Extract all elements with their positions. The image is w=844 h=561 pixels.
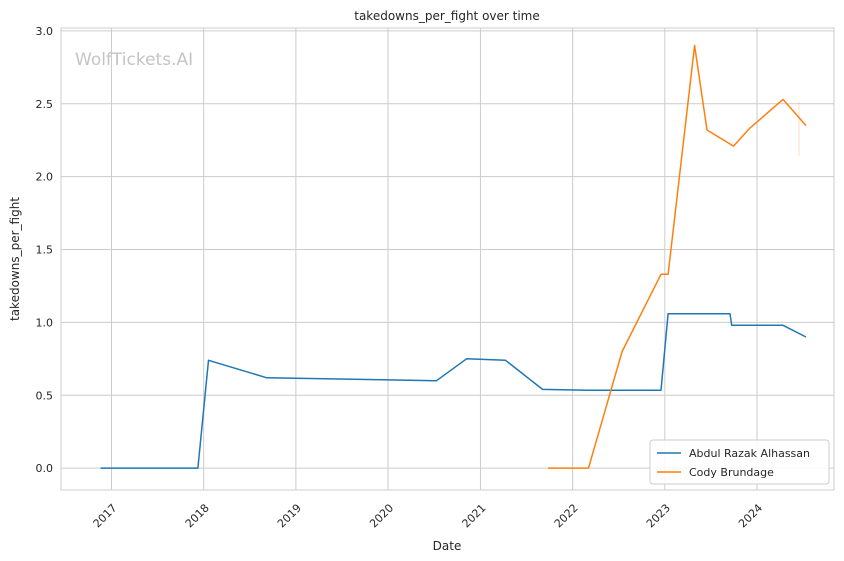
series-lines	[100, 44, 807, 469]
x-tick-label: 2020	[367, 501, 396, 530]
x-tick-label: 2019	[275, 501, 304, 530]
y-tick-label: 1.5	[36, 244, 54, 257]
y-tick-label: 2.0	[36, 171, 54, 184]
y-tick-label: 2.5	[36, 98, 54, 111]
grid	[61, 28, 834, 490]
y-axis-title: takedowns_per_fight	[8, 197, 22, 321]
plot-area	[60, 27, 835, 491]
legend-label: Cody Brundage	[689, 466, 774, 479]
x-axis-title: Date	[433, 539, 462, 553]
x-tick-label: 2024	[736, 501, 765, 530]
x-tick-label: 2021	[460, 501, 489, 530]
series-line	[547, 44, 807, 469]
y-tick-label: 3.0	[36, 25, 54, 38]
legend-box	[649, 439, 830, 485]
x-tick-labels: 2017 2018 2019 2020 2021 2022 2023 2024	[91, 501, 765, 530]
x-tick-label: 2018	[183, 501, 212, 530]
series-line	[100, 312, 807, 469]
watermark-text: WolfTickets.AI	[75, 50, 193, 70]
legend: Abdul Razak Alhassan Cody Brundage	[649, 439, 830, 485]
x-tick-label: 2022	[552, 501, 581, 530]
legend-label: Abdul Razak Alhassan	[689, 447, 810, 460]
x-tick-label: 2017	[91, 501, 120, 530]
x-tick-label: 2023	[644, 501, 673, 530]
chart-title: takedowns_per_fight over time	[354, 9, 540, 23]
y-tick-labels: 0.0 0.5 1.0 1.5 2.0 2.5 3.0	[36, 25, 54, 475]
y-tick-label: 1.0	[36, 316, 54, 329]
y-tick-label: 0.5	[36, 389, 54, 402]
y-tick-label: 0.0	[36, 462, 54, 475]
